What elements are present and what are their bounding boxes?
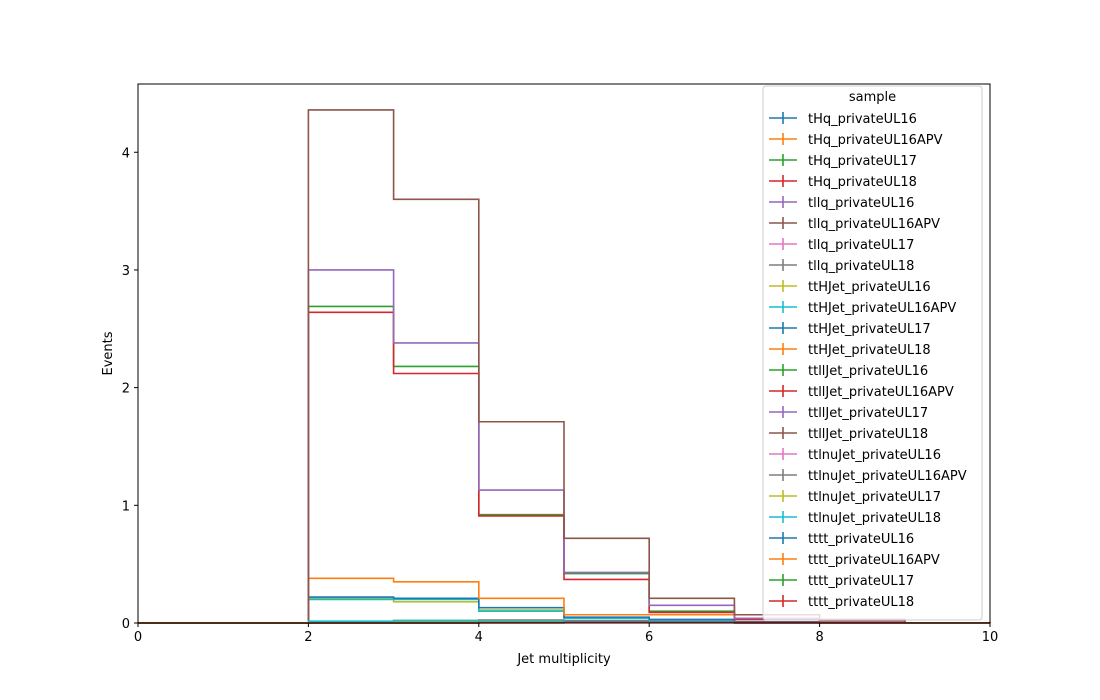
- x-tick-label: 8: [815, 630, 823, 645]
- legend-box: [762, 85, 983, 621]
- legend-label: tHq_privateUL17: [808, 154, 917, 169]
- legend-label: ttlnuJet_privateUL18: [808, 511, 941, 526]
- legend-label: tttt_privateUL18: [808, 595, 914, 610]
- y-axis-label: Events: [101, 331, 116, 375]
- legend-label: ttlnuJet_privateUL16APV: [808, 469, 967, 484]
- legend-entry: tttt_privateUL16APV: [769, 553, 940, 568]
- legend-entry: ttHJet_privateUL16: [769, 280, 931, 295]
- legend-entry: ttllJet_privateUL17: [769, 406, 928, 421]
- legend-label: ttllJet_privateUL18: [808, 427, 928, 442]
- legend-label: ttllJet_privateUL16APV: [808, 385, 954, 400]
- legend-entry: ttllJet_privateUL16APV: [769, 385, 954, 400]
- legend-label: ttllJet_privateUL16: [808, 364, 928, 379]
- legend-label: ttHJet_privateUL17: [808, 322, 931, 337]
- legend-entry: tttt_privateUL18: [769, 595, 914, 610]
- y-tick-label: 0: [122, 617, 130, 632]
- legend-entry: tllq_privateUL16: [769, 196, 914, 211]
- legend-label: ttlnuJet_privateUL16: [808, 448, 941, 463]
- axes-frame: [137, 83, 991, 624]
- legend-title: sample: [849, 90, 896, 105]
- legend: sample tHq_privateUL16 tHq_privateUL16APV…: [762, 85, 983, 621]
- legend-entry: tttt_privateUL16: [769, 532, 914, 547]
- x-tick-label: 4: [475, 630, 483, 645]
- legend-label: tHq_privateUL16: [808, 112, 917, 127]
- legend-label: tttt_privateUL16APV: [808, 553, 940, 568]
- y-tick-label: 4: [122, 146, 130, 161]
- legend-label: tHq_privateUL18: [808, 175, 917, 190]
- legend-label: tllq_privateUL18: [808, 259, 914, 274]
- y-tick-label: 2: [122, 382, 130, 397]
- legend-label: ttHJet_privateUL16: [808, 280, 931, 295]
- legend-entry: tHq_privateUL18: [769, 175, 917, 190]
- y-axis-ticks: 0 1 2 3 4: [122, 146, 138, 632]
- legend-label: tttt_privateUL17: [808, 574, 914, 589]
- x-tick-label: 2: [304, 630, 312, 645]
- legend-label: ttlnuJet_privateUL17: [808, 490, 941, 505]
- x-axis-label: Jet multiplicity: [516, 652, 611, 667]
- legend-entry: tllq_privateUL17: [769, 238, 914, 253]
- legend-label: ttllJet_privateUL17: [808, 406, 928, 421]
- legend-entry: ttlnuJet_privateUL18: [769, 511, 941, 526]
- legend-label: tHq_privateUL16APV: [808, 133, 943, 148]
- legend-entry: ttHJet_privateUL18: [769, 343, 931, 358]
- legend-entry: ttHJet_privateUL17: [769, 322, 931, 337]
- x-axis-ticks: 0 2 4 6 8 10: [134, 623, 998, 645]
- legend-entry: ttllJet_privateUL18: [769, 427, 928, 442]
- legend-entry: ttllJet_privateUL16: [769, 364, 928, 379]
- legend-entry: tllq_privateUL18: [769, 259, 914, 274]
- legend-label: tllq_privateUL16APV: [808, 217, 940, 232]
- legend-entry: tHq_privateUL16: [769, 112, 917, 127]
- legend-entry: ttHJet_privateUL16APV: [769, 301, 956, 316]
- y-tick-label: 3: [122, 264, 130, 279]
- x-tick-label: 10: [982, 630, 999, 645]
- legend-entry: ttlnuJet_privateUL16: [769, 448, 941, 463]
- legend-entry: tHq_privateUL16APV: [769, 133, 943, 148]
- legend-entries: tHq_privateUL16 tHq_privateUL16APV tHq_pri…: [769, 112, 967, 610]
- legend-label: tttt_privateUL16: [808, 532, 914, 547]
- legend-label: ttHJet_privateUL18: [808, 343, 931, 358]
- y-tick-label: 1: [122, 499, 130, 514]
- legend-entry: tttt_privateUL17: [769, 574, 914, 589]
- legend-entry: ttlnuJet_privateUL17: [769, 490, 941, 505]
- legend-label: tllq_privateUL16: [808, 196, 914, 211]
- legend-entry: tllq_privateUL16APV: [769, 217, 940, 232]
- legend-entry: tHq_privateUL17: [769, 154, 917, 169]
- x-tick-label: 6: [645, 630, 653, 645]
- x-tick-label: 0: [134, 630, 142, 645]
- legend-label: tllq_privateUL17: [808, 238, 914, 253]
- legend-label: ttHJet_privateUL16APV: [808, 301, 956, 316]
- legend-entry: ttlnuJet_privateUL16APV: [769, 469, 967, 484]
